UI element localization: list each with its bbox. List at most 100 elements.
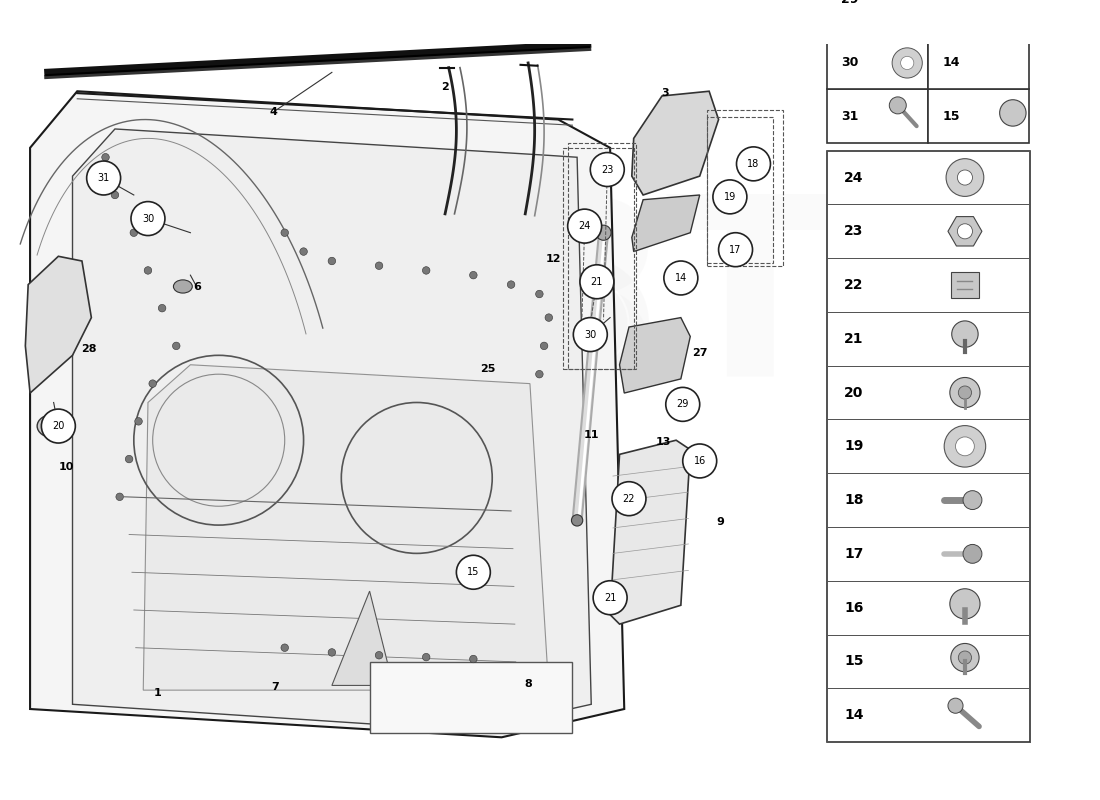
Polygon shape (332, 591, 393, 686)
Text: 1: 1 (154, 688, 162, 698)
Circle shape (946, 158, 983, 197)
Text: 30: 30 (842, 56, 859, 69)
Circle shape (571, 514, 583, 526)
Circle shape (901, 56, 914, 70)
Bar (827, 150, 1030, 742)
Circle shape (375, 651, 383, 659)
Circle shape (957, 170, 972, 185)
Text: 25: 25 (480, 365, 495, 374)
Text: 28: 28 (80, 344, 97, 354)
Circle shape (536, 290, 543, 298)
Circle shape (580, 265, 614, 298)
Bar (827, 0, 928, 28)
Circle shape (507, 281, 515, 288)
Text: 23: 23 (844, 224, 864, 238)
Text: 15: 15 (942, 110, 959, 122)
Bar (827, 205, 1030, 258)
Circle shape (889, 97, 906, 114)
Circle shape (949, 378, 980, 408)
Bar (827, 581, 1030, 634)
Text: 14: 14 (674, 273, 688, 283)
Text: 20: 20 (52, 421, 65, 431)
Text: 14: 14 (844, 708, 864, 722)
Circle shape (280, 644, 288, 651)
Circle shape (131, 202, 165, 235)
Bar (928, 35, 1028, 90)
Bar (568, 143, 636, 370)
Text: 30: 30 (142, 214, 154, 223)
Polygon shape (30, 91, 625, 738)
Circle shape (148, 380, 156, 387)
Bar (928, 90, 1028, 143)
Circle shape (944, 426, 986, 467)
Text: 15: 15 (844, 654, 864, 668)
Circle shape (683, 444, 717, 478)
Circle shape (958, 651, 971, 664)
Circle shape (666, 387, 700, 422)
Text: 13: 13 (657, 437, 672, 447)
Circle shape (536, 370, 543, 378)
Circle shape (713, 180, 747, 214)
Text: a passion for parts: a passion for parts (326, 648, 508, 693)
Circle shape (737, 147, 770, 181)
Bar (827, 366, 1030, 419)
Circle shape (101, 154, 109, 161)
Circle shape (42, 409, 75, 443)
Circle shape (958, 386, 971, 399)
Ellipse shape (37, 414, 70, 438)
Bar (933, 0, 1034, 28)
Circle shape (593, 581, 627, 614)
Bar (707, 110, 783, 266)
Polygon shape (73, 129, 591, 730)
Text: 24: 24 (844, 170, 864, 185)
Bar (370, 662, 572, 733)
Bar (827, 527, 1030, 581)
Circle shape (949, 589, 980, 619)
Text: 18: 18 (844, 493, 864, 507)
Circle shape (718, 233, 752, 266)
Circle shape (116, 493, 123, 501)
Polygon shape (143, 365, 549, 690)
Text: 8: 8 (525, 678, 532, 689)
Text: 21: 21 (844, 332, 864, 346)
Circle shape (470, 271, 477, 279)
Circle shape (596, 225, 612, 240)
Text: 29: 29 (676, 399, 689, 410)
Circle shape (892, 48, 922, 78)
Polygon shape (631, 91, 718, 195)
Text: 6: 6 (194, 282, 201, 293)
Circle shape (1000, 100, 1026, 126)
Text: 4: 4 (270, 107, 277, 117)
Polygon shape (631, 195, 700, 251)
Text: 21: 21 (604, 593, 616, 602)
Bar (827, 90, 928, 143)
Circle shape (957, 224, 972, 239)
Text: 17: 17 (844, 547, 864, 561)
Circle shape (144, 266, 152, 274)
Circle shape (125, 455, 133, 463)
Bar (827, 419, 1030, 474)
Circle shape (568, 209, 602, 243)
Bar (707, 117, 773, 263)
Bar (827, 688, 1030, 742)
Text: 19: 19 (844, 439, 864, 454)
Circle shape (135, 418, 142, 425)
Circle shape (300, 248, 307, 255)
Circle shape (470, 655, 477, 662)
Polygon shape (948, 217, 982, 246)
Polygon shape (25, 256, 91, 393)
Text: 31: 31 (842, 110, 859, 122)
Circle shape (956, 437, 975, 456)
Text: 18: 18 (747, 159, 760, 169)
Bar (950, 272, 979, 298)
Text: 23: 23 (601, 165, 614, 174)
Text: 9: 9 (716, 518, 725, 527)
Circle shape (130, 229, 138, 237)
Circle shape (962, 490, 982, 510)
Text: 11: 11 (583, 430, 600, 441)
Circle shape (87, 161, 121, 195)
Circle shape (950, 643, 979, 672)
Circle shape (328, 649, 336, 656)
Circle shape (540, 342, 548, 350)
Ellipse shape (45, 421, 62, 432)
